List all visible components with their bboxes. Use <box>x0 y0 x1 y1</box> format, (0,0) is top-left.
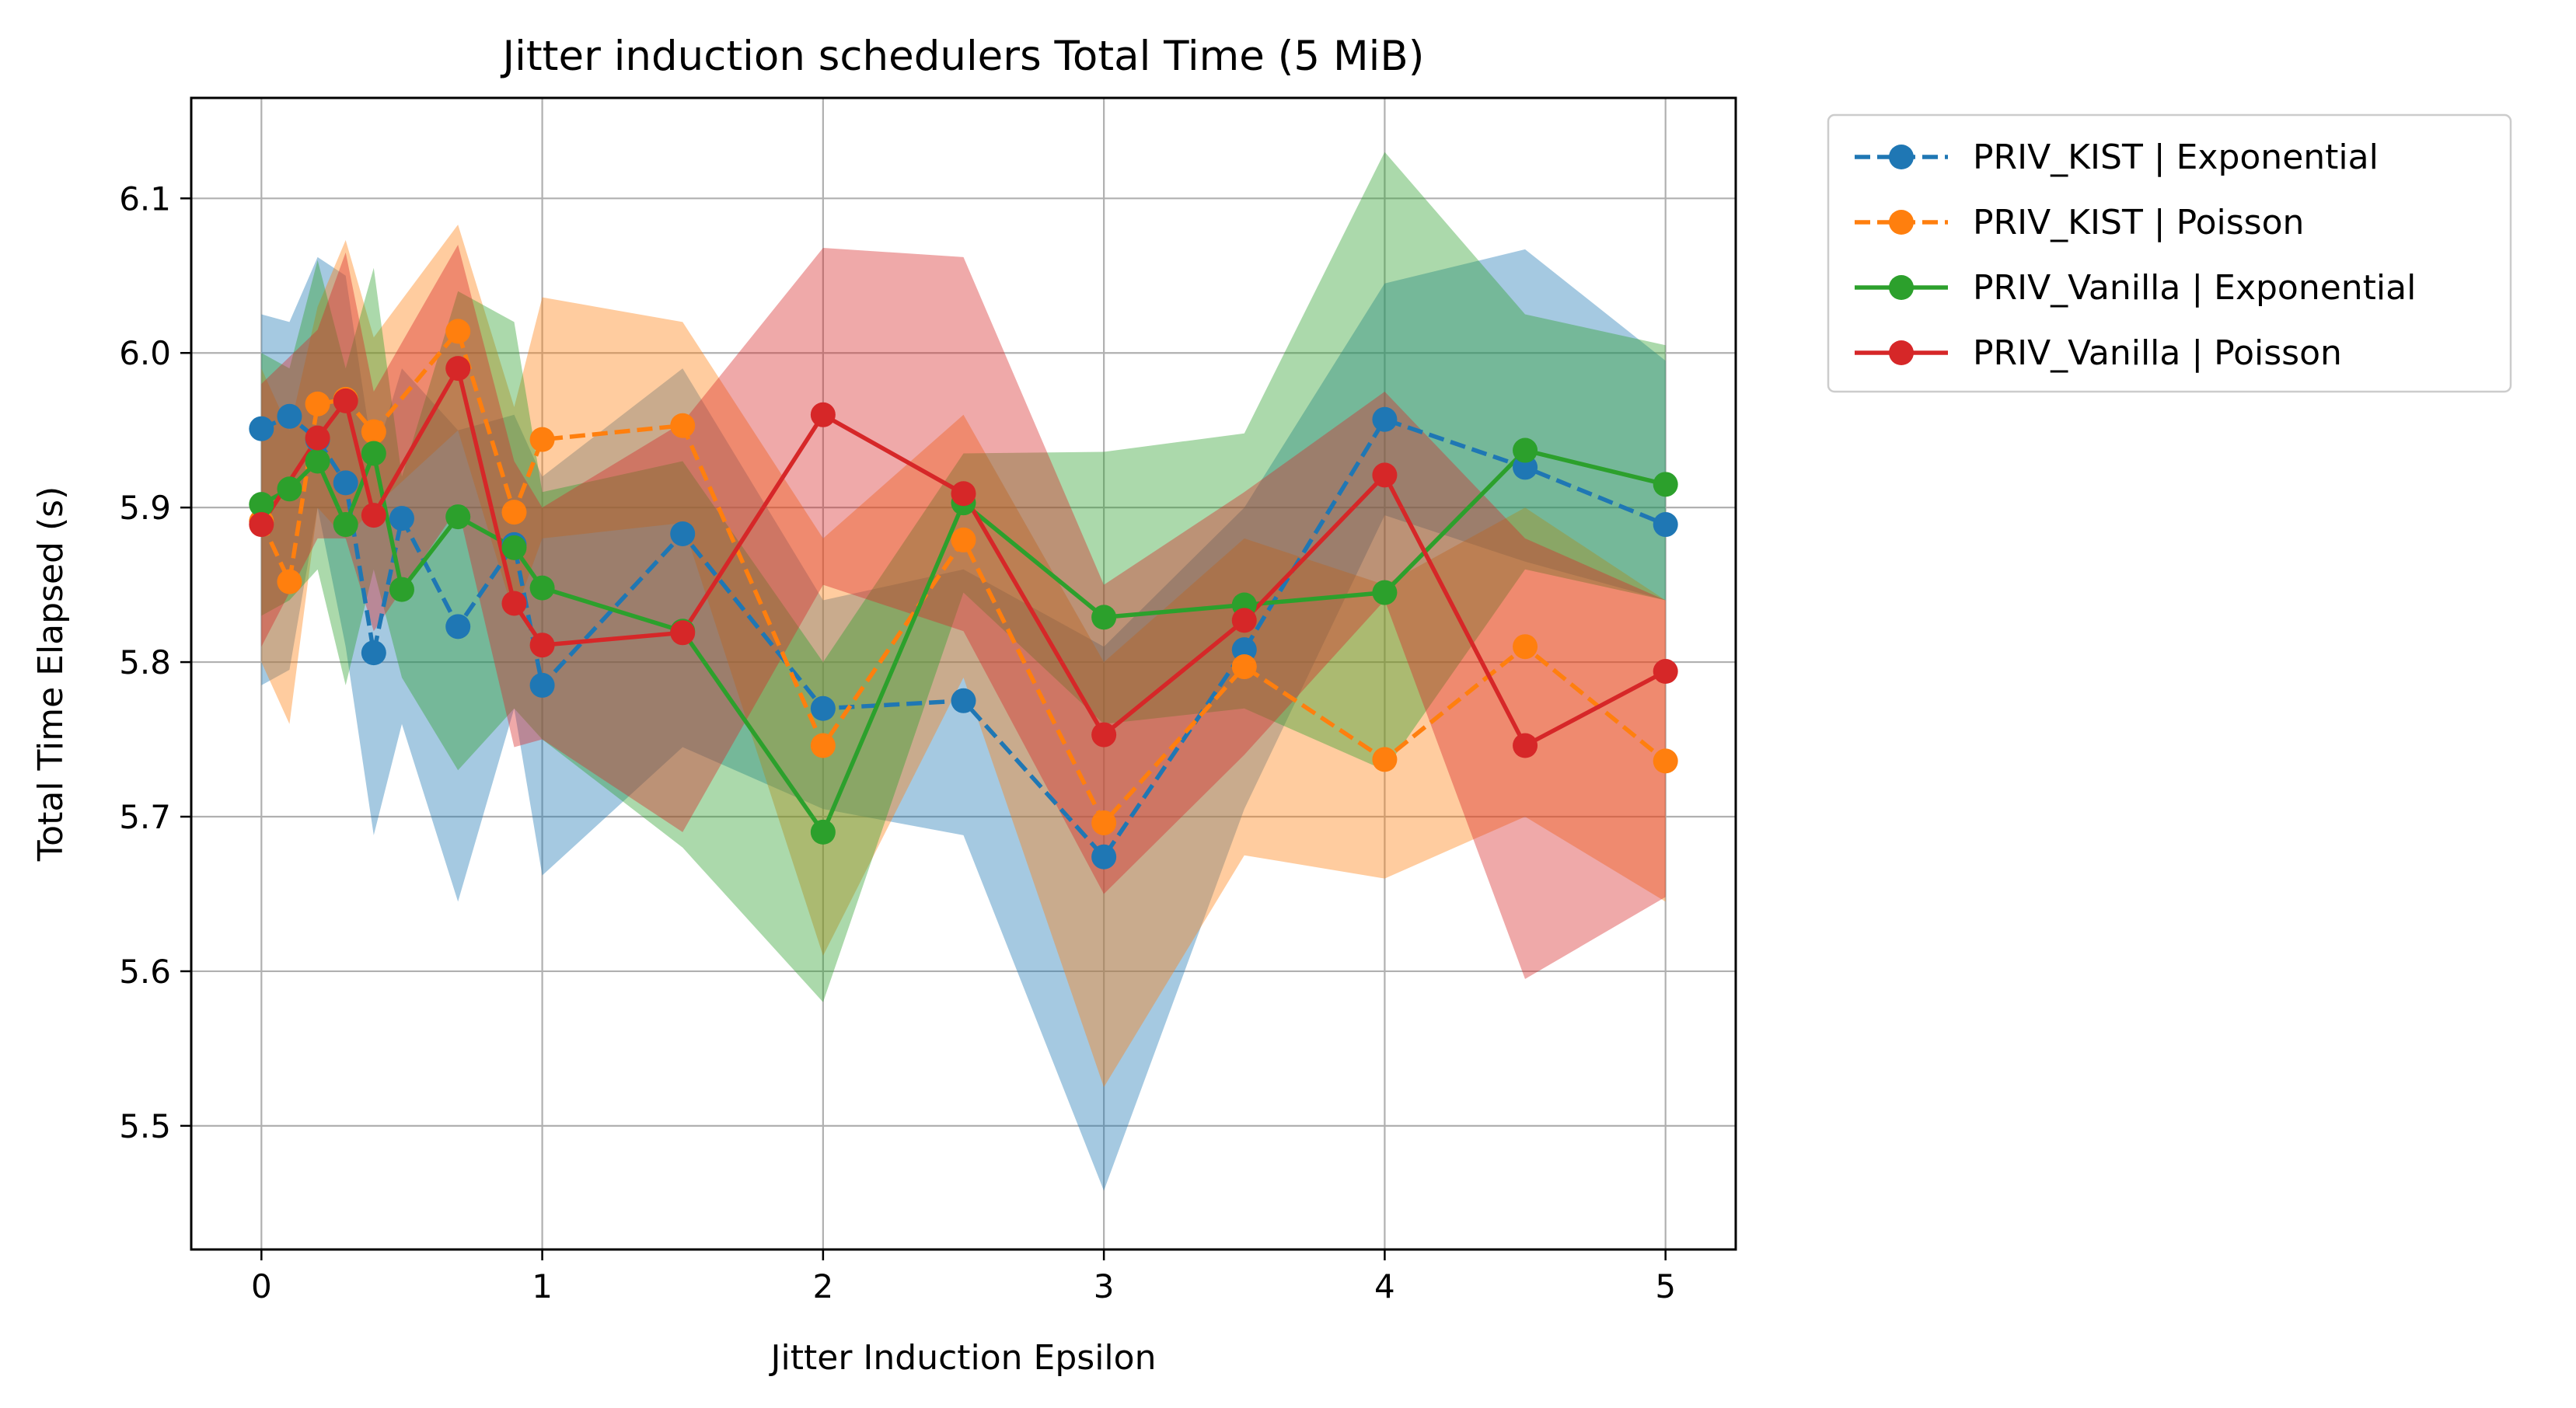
point-priv-vanilla-exponential <box>1513 437 1538 463</box>
point-priv-vanilla-poisson <box>1513 733 1538 758</box>
point-priv-vanilla-exponential <box>249 492 274 518</box>
point-priv-kist-exponential <box>249 416 274 441</box>
point-priv-vanilla-poisson <box>1372 462 1398 488</box>
point-priv-vanilla-poisson <box>529 633 555 658</box>
point-priv-vanilla-exponential <box>389 577 414 602</box>
point-priv-vanilla-exponential <box>501 535 527 560</box>
x-tick-label: 2 <box>812 1267 833 1305</box>
point-priv-vanilla-poisson <box>249 512 274 538</box>
point-priv-vanilla-exponential <box>1372 580 1398 605</box>
point-priv-kist-poisson <box>1653 748 1678 774</box>
band-priv-kist-exponential <box>261 249 1666 1191</box>
x-tick-label: 0 <box>251 1267 272 1305</box>
x-tick-label: 1 <box>532 1267 553 1305</box>
band-priv-vanilla-poisson <box>261 245 1666 979</box>
x-axis-label: Jitter Induction Epsilon <box>769 1338 1157 1378</box>
point-priv-vanilla-exponential <box>445 504 471 530</box>
point-priv-kist-poisson <box>1231 654 1257 680</box>
point-priv-kist-exponential <box>810 695 836 721</box>
point-priv-vanilla-exponential <box>305 448 330 474</box>
point-priv-vanilla-exponential <box>1653 472 1678 497</box>
point-priv-kist-exponential <box>1231 637 1257 663</box>
y-tick-label: 6.0 <box>119 334 171 372</box>
point-priv-vanilla-poisson <box>501 591 527 616</box>
point-priv-kist-poisson <box>305 391 330 416</box>
point-priv-kist-poisson <box>1513 634 1538 660</box>
x-tick-label: 4 <box>1374 1267 1395 1305</box>
y-tick-label: 6.1 <box>119 179 171 218</box>
point-priv-kist-exponential <box>277 403 302 429</box>
point-priv-kist-exponential <box>1653 512 1678 538</box>
point-priv-kist-exponential <box>951 688 976 713</box>
point-priv-kist-exponential <box>529 672 555 698</box>
legend-box <box>1827 113 2512 393</box>
point-priv-kist-exponential <box>445 614 471 640</box>
point-priv-vanilla-exponential <box>333 512 358 538</box>
point-priv-kist-exponential <box>1513 455 1538 480</box>
point-priv-kist-poisson <box>810 733 836 758</box>
point-priv-kist-poisson <box>670 413 696 438</box>
y-tick-label: 5.8 <box>119 643 171 681</box>
point-priv-kist-poisson <box>1372 747 1398 772</box>
point-priv-kist-exponential <box>670 521 696 546</box>
point-priv-kist-poisson <box>951 527 976 552</box>
y-tick-label: 5.9 <box>119 489 171 527</box>
point-priv-vanilla-poisson <box>1653 659 1678 685</box>
legend-label-priv-vanilla-poisson: PRIV_Vanilla | Poisson <box>1973 333 2342 373</box>
point-priv-vanilla-poisson <box>361 503 386 528</box>
point-priv-vanilla-exponential <box>1091 605 1117 630</box>
point-priv-kist-exponential <box>361 640 386 666</box>
legend-label-priv-vanilla-exponential: PRIV_Vanilla | Exponential <box>1973 268 2416 308</box>
point-priv-vanilla-exponential <box>529 575 555 601</box>
line-priv-kist-poisson <box>259 329 1667 825</box>
point-priv-kist-exponential <box>1372 406 1398 432</box>
point-priv-vanilla-poisson <box>1231 608 1257 633</box>
y-tick-label: 5.6 <box>119 953 171 991</box>
band-priv-kist-poisson <box>261 225 1666 1088</box>
y-tick-label: 5.5 <box>119 1107 171 1145</box>
band-priv-vanilla-exponential <box>261 152 1666 1002</box>
legend-label-priv-kist-exponential: PRIV_KIST | Exponential <box>1973 138 2379 177</box>
legend-marker-priv-kist-exponential <box>1889 145 1914 169</box>
y-axis-label: Total Time Elapsed (s) <box>31 486 71 863</box>
legend-marker-priv-vanilla-exponential <box>1889 275 1914 300</box>
point-priv-kist-exponential <box>1091 844 1117 870</box>
point-priv-kist-poisson <box>529 427 555 452</box>
series-markers <box>249 319 1678 870</box>
point-priv-kist-poisson <box>277 569 302 594</box>
legend-label-priv-kist-poisson: PRIV_KIST | Poisson <box>1973 203 2304 242</box>
point-priv-kist-poisson <box>361 419 386 444</box>
point-priv-vanilla-poisson <box>810 402 836 427</box>
plot-frame <box>190 96 1737 1251</box>
point-priv-kist-poisson <box>1091 810 1117 835</box>
legend-marker-priv-vanilla-poisson <box>1889 340 1914 365</box>
point-priv-kist-poisson <box>501 500 527 525</box>
point-priv-vanilla-exponential <box>361 441 386 466</box>
point-priv-vanilla-exponential <box>277 476 302 502</box>
x-tick-label: 3 <box>1094 1267 1115 1305</box>
point-priv-kist-exponential <box>389 506 414 531</box>
point-priv-vanilla-poisson <box>445 356 471 382</box>
point-priv-vanilla-poisson <box>333 388 358 413</box>
point-priv-kist-poisson <box>445 319 471 344</box>
point-priv-vanilla-poisson <box>1091 722 1117 748</box>
point-priv-vanilla-exponential <box>810 819 836 845</box>
point-priv-kist-exponential <box>333 470 358 496</box>
point-priv-vanilla-poisson <box>670 620 696 646</box>
point-priv-vanilla-poisson <box>305 425 330 451</box>
legend-marker-priv-kist-poisson <box>1889 210 1914 235</box>
x-tick-label: 5 <box>1655 1267 1676 1305</box>
point-priv-vanilla-poisson <box>951 481 976 507</box>
y-tick-label: 5.7 <box>119 798 171 836</box>
chart-title: Jitter induction schedulers Total Time (… <box>501 33 1425 80</box>
confidence-bands <box>261 152 1666 1191</box>
axis-ticks: 0 1 2 3 4 5 5.5 5.6 5.7 5.8 5.9 6.0 6.1 <box>119 179 1676 1305</box>
legend: PRIV_KIST | Exponential PRIV_KIST | Poiss… <box>1827 113 2512 393</box>
